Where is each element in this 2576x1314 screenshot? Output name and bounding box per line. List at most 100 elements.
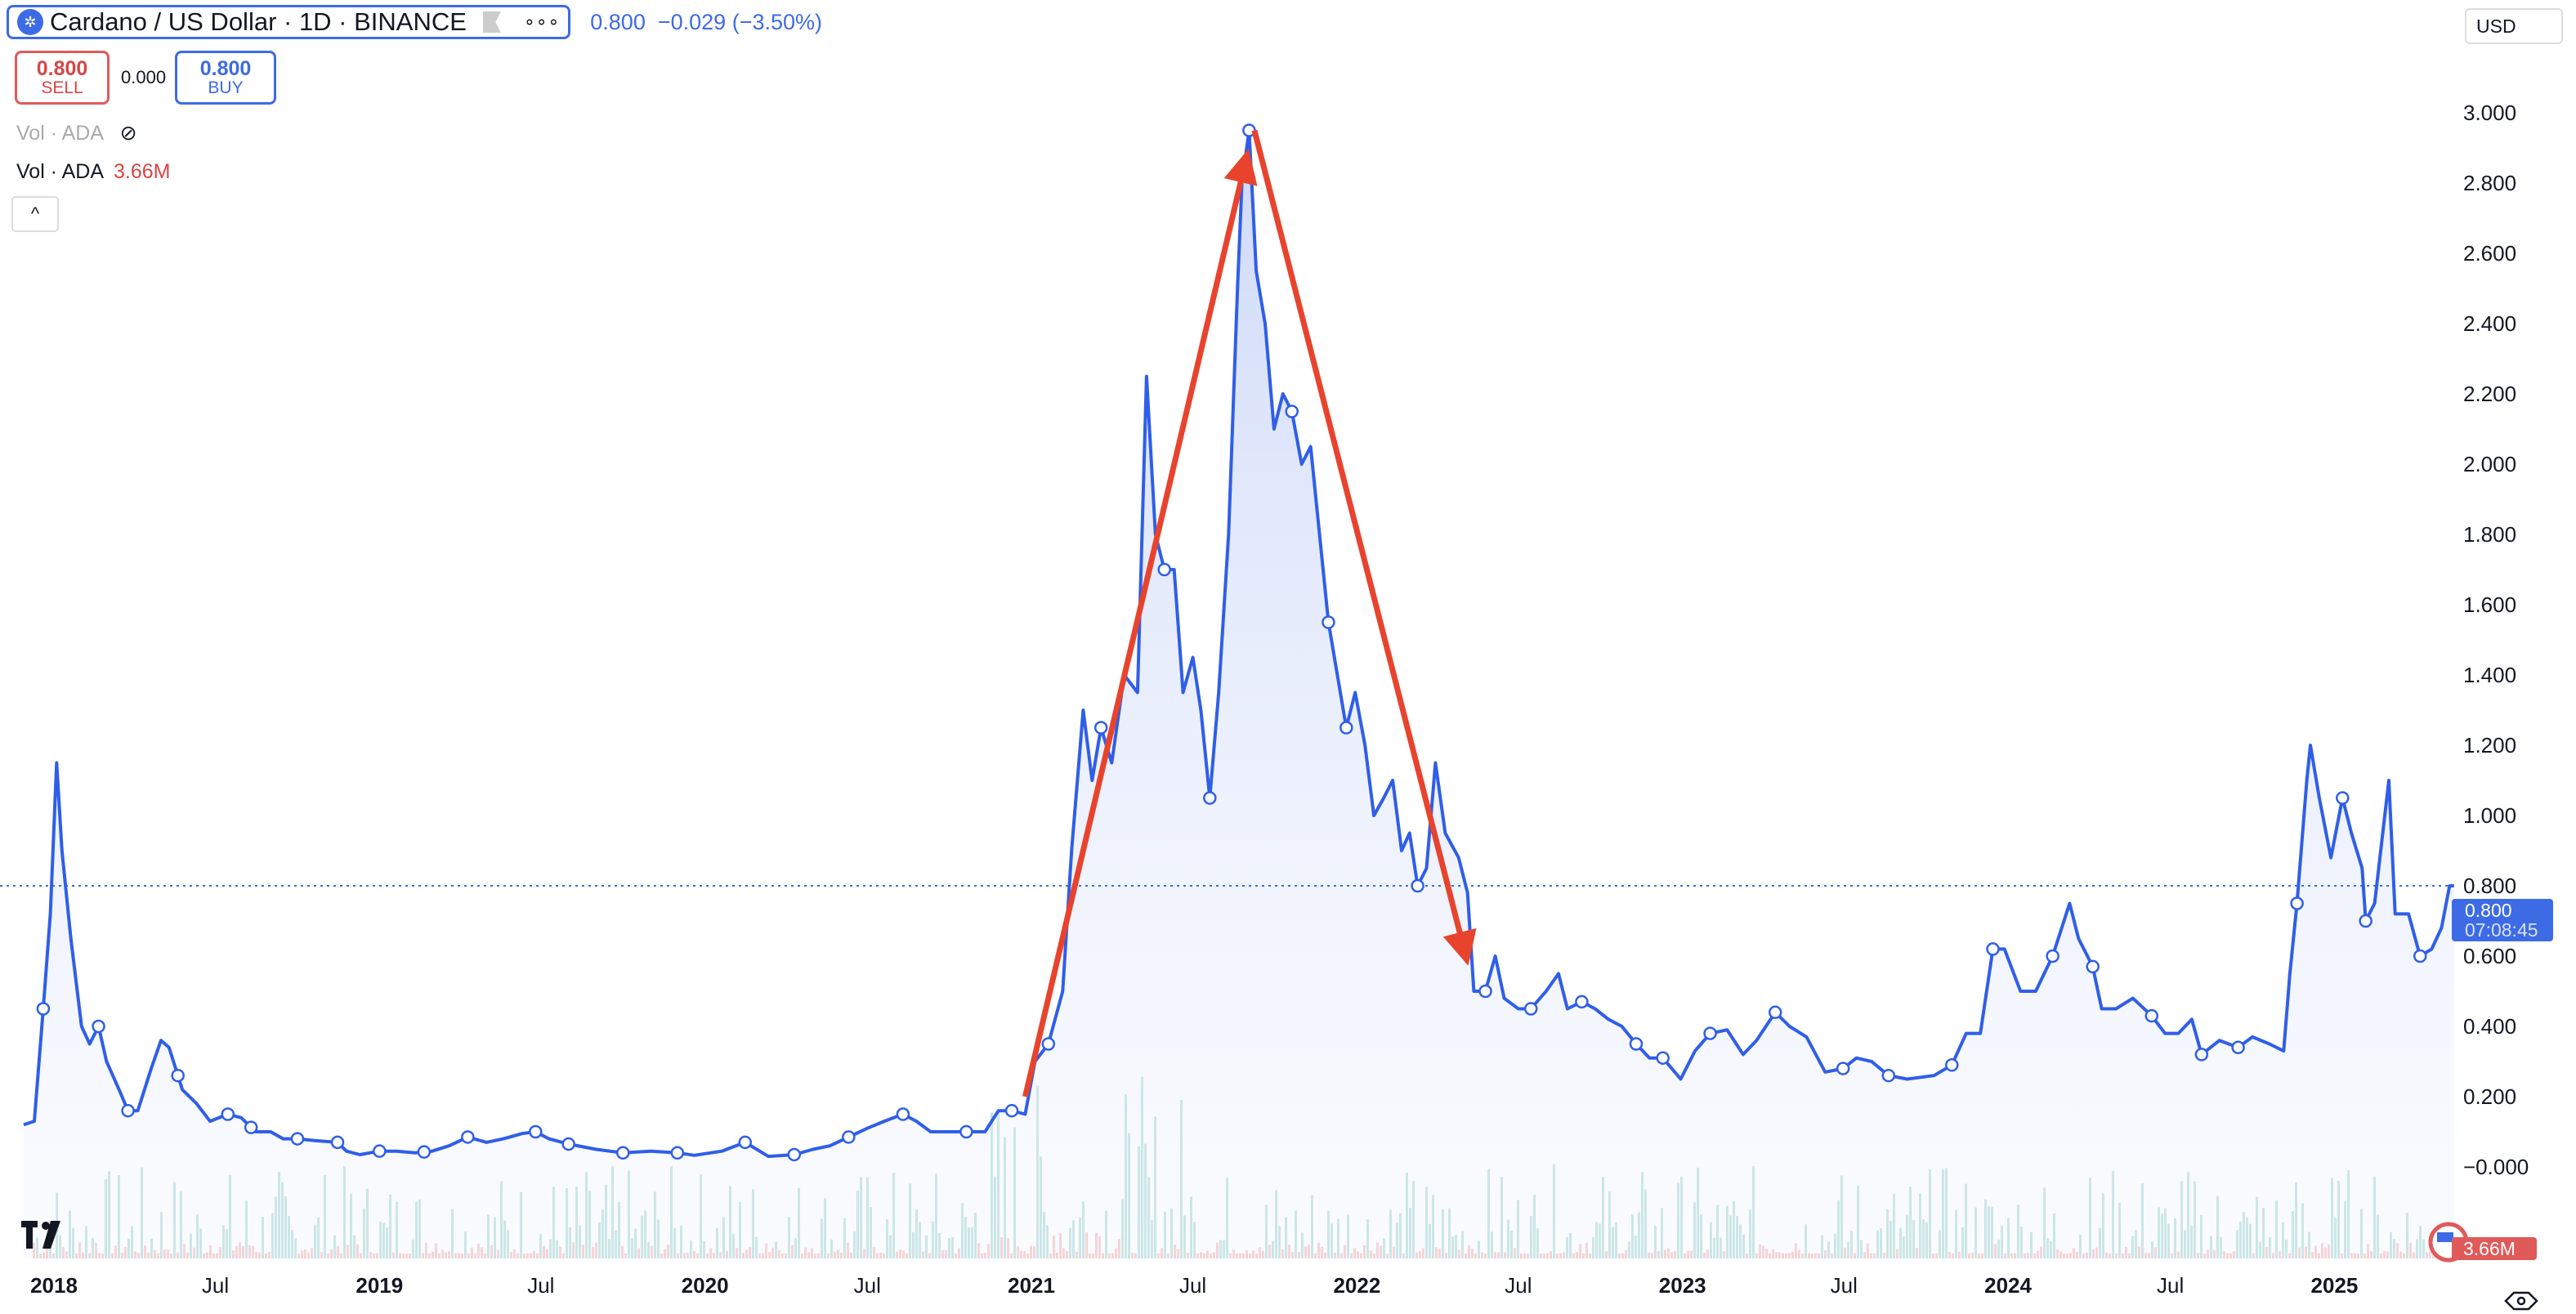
x-tick-label: Jul xyxy=(527,1273,554,1298)
event-marker[interactable] xyxy=(2231,1040,2245,1055)
event-marker[interactable] xyxy=(171,1068,185,1083)
event-marker[interactable] xyxy=(373,1144,387,1158)
y-tick-label: 1.400 xyxy=(2463,663,2516,687)
price-area-fill xyxy=(23,130,2454,1258)
event-marker[interactable] xyxy=(738,1135,753,1150)
symbol-title: Cardano / US Dollar · 1D · BINANCE xyxy=(50,7,467,36)
y-tick-label: 1.000 xyxy=(2463,803,2516,828)
price-change-percent: (−3.50%) xyxy=(731,9,823,34)
event-marker[interactable] xyxy=(1339,721,1353,735)
event-marker[interactable] xyxy=(92,1019,105,1034)
event-marker[interactable] xyxy=(1203,791,1217,805)
quote-summary: 0.800 −0.029 (−3.50%) xyxy=(590,10,822,35)
event-marker[interactable] xyxy=(244,1120,258,1134)
event-marker[interactable] xyxy=(1411,878,1424,893)
event-marker[interactable] xyxy=(2144,1008,2159,1023)
event-marker[interactable] xyxy=(1768,1005,1782,1020)
event-marker[interactable] xyxy=(959,1124,973,1139)
event-marker[interactable] xyxy=(1986,942,2000,956)
event-marker[interactable] xyxy=(1575,994,1589,1009)
x-tick-label: 2025 xyxy=(2311,1273,2359,1298)
header-row: ✲ Cardano / US Dollar · 1D · BINANCE ∘∘∘… xyxy=(7,5,822,39)
x-tick-label: 2022 xyxy=(1333,1273,1380,1298)
volume-value: 3.66M xyxy=(114,160,171,183)
event-marker[interactable] xyxy=(1945,1058,1959,1072)
event-marker[interactable] xyxy=(842,1130,856,1144)
event-marker[interactable] xyxy=(221,1107,235,1121)
x-tick-label: 2023 xyxy=(1659,1273,1706,1298)
event-marker[interactable] xyxy=(461,1130,475,1144)
currency-selector[interactable]: USD xyxy=(2465,8,2563,44)
x-tick-label: Jul xyxy=(1831,1273,1858,1298)
x-tick-label: Jul xyxy=(1505,1273,1532,1298)
event-marker[interactable] xyxy=(896,1107,910,1121)
event-marker[interactable] xyxy=(36,1002,51,1016)
x-tick-label: Jul xyxy=(1179,1273,1206,1298)
bar-countdown: 07:08:45 xyxy=(2465,919,2538,941)
event-marker[interactable] xyxy=(529,1124,543,1139)
x-tick-label: 2020 xyxy=(682,1273,729,1298)
event-marker[interactable] xyxy=(1093,721,1108,735)
event-marker[interactable] xyxy=(1041,1037,1056,1051)
event-marker[interactable] xyxy=(2290,896,2304,910)
event-marker[interactable] xyxy=(2194,1048,2209,1061)
volume-tag: 3.66M xyxy=(2452,1237,2537,1260)
event-marker[interactable] xyxy=(1703,1026,1717,1040)
annotation-arrow[interactable] xyxy=(1251,129,1477,966)
buy-label: BUY xyxy=(208,78,244,98)
hidden-volume-indicator[interactable]: Vol · ADA ⊘ xyxy=(16,121,137,145)
price-change: −0.029 xyxy=(657,9,727,34)
y-tick-label: −0.000 xyxy=(2463,1155,2529,1179)
y-tick-label: 2.200 xyxy=(2463,382,2516,406)
symbol-title-box[interactable]: ✲ Cardano / US Dollar · 1D · BINANCE ∘∘∘ xyxy=(7,5,571,39)
event-marker[interactable] xyxy=(1881,1068,1896,1083)
event-marker[interactable] xyxy=(1004,1103,1019,1118)
event-marker[interactable] xyxy=(561,1137,575,1151)
event-marker[interactable] xyxy=(2359,914,2373,928)
eye-off-icon[interactable]: ⊘ xyxy=(119,122,137,145)
event-marker[interactable] xyxy=(1478,984,1492,999)
annotation-arrows xyxy=(1022,129,1477,1097)
y-tick-label: 0.200 xyxy=(2463,1084,2516,1109)
event-marker[interactable] xyxy=(1656,1051,1670,1065)
x-tick-label: 2021 xyxy=(1008,1273,1055,1298)
event-marker[interactable] xyxy=(121,1103,135,1118)
more-options-icon[interactable]: ∘∘∘ xyxy=(523,11,561,32)
volume-indicator[interactable]: Vol · ADA 3.66M xyxy=(16,160,170,184)
x-tick-label: 2024 xyxy=(1984,1273,2032,1298)
annotation-arrow[interactable] xyxy=(1022,149,1258,1097)
buy-button[interactable]: 0.800 BUY xyxy=(175,51,276,105)
x-tick-label: Jul xyxy=(2157,1273,2184,1298)
cardano-logo-icon: ✲ xyxy=(17,9,43,35)
price-line xyxy=(23,128,2454,1159)
y-tick-label: 2.800 xyxy=(2463,171,2516,195)
y-tick-label: 0.400 xyxy=(2463,1014,2516,1039)
event-marker[interactable] xyxy=(1157,562,1171,577)
sell-price: 0.800 xyxy=(36,56,88,80)
event-marker[interactable] xyxy=(417,1145,432,1159)
event-marker[interactable] xyxy=(1285,404,1299,418)
x-tick-label: 2019 xyxy=(356,1273,403,1298)
event-marker[interactable] xyxy=(1629,1037,1644,1051)
event-marker[interactable] xyxy=(2086,959,2100,974)
event-marker[interactable] xyxy=(2046,949,2059,963)
x-tick-label: Jul xyxy=(854,1273,881,1298)
event-marker[interactable] xyxy=(2413,949,2427,963)
y-tick-label: 2.000 xyxy=(2463,452,2516,476)
event-marker[interactable] xyxy=(1836,1061,1850,1075)
sell-label: SELL xyxy=(41,78,83,98)
event-marker[interactable] xyxy=(1523,1002,1538,1016)
event-marker[interactable] xyxy=(330,1135,345,1150)
event-marker[interactable] xyxy=(616,1146,630,1160)
x-tick-label: Jul xyxy=(202,1273,229,1298)
sell-button[interactable]: 0.800 SELL xyxy=(15,51,110,105)
event-marker[interactable] xyxy=(2336,791,2350,805)
event-marker[interactable] xyxy=(787,1147,802,1162)
event-marker[interactable] xyxy=(670,1146,685,1160)
event-marker[interactable] xyxy=(290,1132,305,1146)
collapse-legend-button[interactable]: ^ xyxy=(11,196,59,232)
settings-icon[interactable] xyxy=(2504,1291,2538,1311)
event-marker[interactable] xyxy=(1322,615,1335,629)
flag-icon[interactable] xyxy=(482,11,501,33)
